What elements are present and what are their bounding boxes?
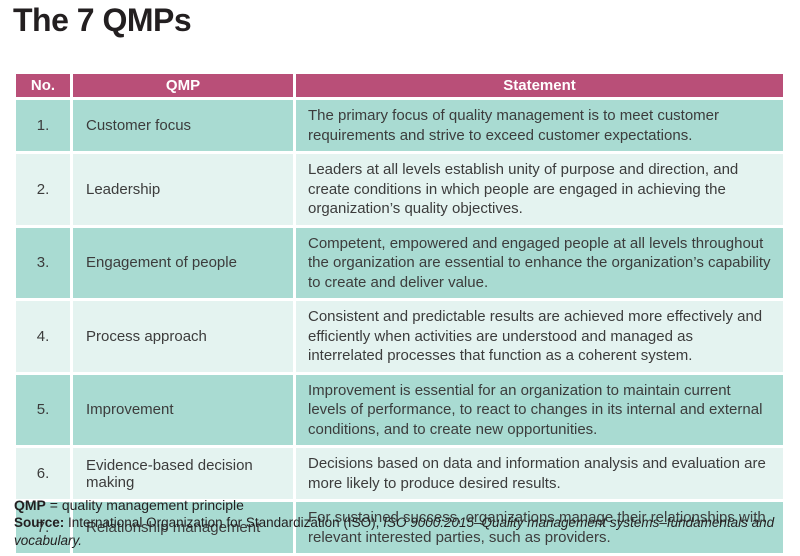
row-number: 3. bbox=[13, 224, 73, 301]
table-row: 4. Process approach Consistent and predi… bbox=[13, 298, 786, 375]
column-header-qmp: QMP bbox=[70, 71, 296, 100]
footnotes: QMP = quality management principle Sourc… bbox=[14, 496, 786, 550]
source-citation: ISO 9000:2015–Quality management systems… bbox=[14, 515, 775, 548]
row-number: 7. bbox=[13, 499, 73, 556]
qmp-abbreviation-note: QMP = quality management principle bbox=[14, 496, 786, 514]
column-header-statement: Statement bbox=[293, 71, 786, 100]
column-header-no: No. bbox=[13, 71, 73, 100]
qmp-table: No. QMP Statement 1. Customer focus The … bbox=[13, 71, 786, 556]
qmp-name: Engagement of people bbox=[70, 224, 296, 301]
table-row: 7. Relationship management For sustained… bbox=[13, 499, 786, 556]
qmp-statement: For sustained success, organizations man… bbox=[293, 499, 786, 556]
row-number: 6. bbox=[13, 445, 73, 502]
qmp-statement: The primary focus of quality management … bbox=[293, 97, 786, 154]
row-number: 2. bbox=[13, 151, 73, 228]
qmp-name: Relationship management bbox=[70, 499, 296, 556]
qmp-name: Improvement bbox=[70, 371, 296, 448]
source-note: Source: International Organization for S… bbox=[14, 514, 786, 550]
qmp-statement: Decisions based on data and information … bbox=[293, 445, 786, 502]
table-row: 5. Improvement Improvement is essential … bbox=[13, 371, 786, 448]
qmp-name: Leadership bbox=[70, 151, 296, 228]
table-row: 2. Leadership Leaders at all levels esta… bbox=[13, 151, 786, 228]
table-row: 3. Engagement of people Competent, empow… bbox=[13, 224, 786, 301]
qmp-statement: Competent, empowered and engaged people … bbox=[293, 224, 786, 301]
qmp-name: Process approach bbox=[70, 298, 296, 375]
table-header-row: No. QMP Statement bbox=[13, 71, 786, 100]
row-number: 5. bbox=[13, 371, 73, 448]
source-text: International Organization for Standardi… bbox=[64, 515, 384, 530]
qmp-statement: Leaders at all levels establish unity of… bbox=[293, 151, 786, 228]
page-title: The 7 QMPs bbox=[13, 2, 192, 38]
qmp-abbreviation-definition: = quality management principle bbox=[45, 497, 244, 513]
qmp-name: Evidence-based decision making bbox=[70, 445, 296, 502]
row-number: 1. bbox=[13, 97, 73, 154]
qmp-name: Customer focus bbox=[70, 97, 296, 154]
table-row: 1. Customer focus The primary focus of q… bbox=[13, 97, 786, 154]
qmp-abbreviation-term: QMP bbox=[14, 497, 46, 513]
qmp-statement: Improvement is essential for an organiza… bbox=[293, 371, 786, 448]
qmp-statement: Consistent and predictable results are a… bbox=[293, 298, 786, 375]
table-row: 6. Evidence-based decision making Decisi… bbox=[13, 445, 786, 502]
source-label: Source: bbox=[14, 515, 65, 530]
row-number: 4. bbox=[13, 298, 73, 375]
